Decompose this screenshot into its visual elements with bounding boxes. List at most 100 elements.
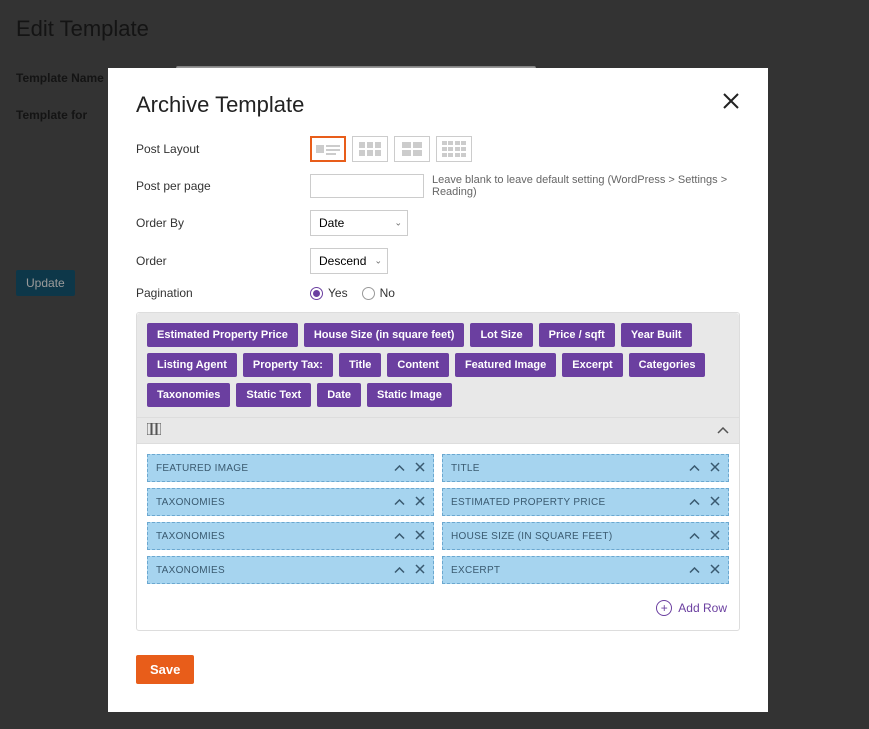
layout-builder: Estimated Property PriceHouse Size (in s… <box>136 312 740 631</box>
chevron-up-icon <box>394 499 405 506</box>
archive-template-modal: Archive Template Post Layout <box>108 68 768 712</box>
block-label: ESTIMATED PROPERTY PRICE <box>451 497 689 508</box>
post-per-page-hint: Leave blank to leave default setting (Wo… <box>432 174 740 198</box>
chevron-up-icon <box>394 465 405 472</box>
block-label: TAXONOMIES <box>156 497 394 508</box>
layout-block[interactable]: FEATURED IMAGE <box>147 454 434 482</box>
layout-block[interactable]: TAXONOMIES <box>147 556 434 584</box>
layout-block[interactable]: TITLE <box>442 454 729 482</box>
field-palette: Estimated Property PriceHouse Size (in s… <box>137 313 739 418</box>
close-icon <box>710 564 720 574</box>
row-header <box>137 418 739 444</box>
pagination-yes-label: Yes <box>328 286 348 300</box>
block-label: TAXONOMIES <box>156 565 394 576</box>
block-remove-button[interactable] <box>415 529 425 543</box>
block-label: EXCERPT <box>451 565 689 576</box>
layout-block[interactable]: TAXONOMIES <box>147 488 434 516</box>
chevron-up-icon <box>689 533 700 540</box>
block-collapse-button[interactable] <box>394 495 405 509</box>
chevron-up-icon <box>689 465 700 472</box>
field-tag[interactable]: Price / sqft <box>539 323 615 347</box>
field-tag[interactable]: Year Built <box>621 323 692 347</box>
order-select[interactable]: Descending <box>310 248 388 274</box>
field-tag[interactable]: House Size (in square feet) <box>304 323 465 347</box>
block-collapse-button[interactable] <box>689 495 700 509</box>
block-collapse-button[interactable] <box>689 461 700 475</box>
layout-column-2: TITLE ESTIMATED PROPERTY PRICE HOUSE SIZE … <box>442 454 729 590</box>
field-tag[interactable]: Content <box>387 353 449 377</box>
close-icon <box>710 462 720 472</box>
order-by-select[interactable]: Date <box>310 210 408 236</box>
block-remove-button[interactable] <box>710 461 720 475</box>
field-tag[interactable]: Title <box>339 353 381 377</box>
layout-block[interactable]: TAXONOMIES <box>147 522 434 550</box>
layout-block[interactable]: EXCERPT <box>442 556 729 584</box>
block-remove-button[interactable] <box>415 461 425 475</box>
field-tag[interactable]: Categories <box>629 353 706 377</box>
pagination-yes-radio[interactable]: Yes <box>310 286 348 300</box>
add-row-button[interactable]: + Add Row <box>137 590 739 616</box>
block-label: FEATURED IMAGE <box>156 463 394 474</box>
layout-option-single[interactable] <box>310 136 346 162</box>
chevron-up-icon <box>394 567 405 574</box>
close-icon <box>415 496 425 506</box>
columns-icon <box>147 423 161 438</box>
chevron-up-icon <box>689 499 700 506</box>
field-tag[interactable]: Estimated Property Price <box>147 323 298 347</box>
layout-single-icon <box>316 141 340 157</box>
close-icon <box>710 530 720 540</box>
block-remove-button[interactable] <box>710 563 720 577</box>
layout-option-grid2[interactable] <box>394 136 430 162</box>
layout-option-grid3[interactable] <box>352 136 388 162</box>
block-remove-button[interactable] <box>415 563 425 577</box>
block-collapse-button[interactable] <box>394 563 405 577</box>
layout-grid2-icon <box>400 141 424 157</box>
field-tag[interactable]: Excerpt <box>562 353 622 377</box>
field-tag[interactable]: Listing Agent <box>147 353 237 377</box>
layout-option-grid4[interactable] <box>436 136 472 162</box>
field-tag[interactable]: Static Text <box>236 383 311 407</box>
close-icon <box>415 530 425 540</box>
layout-grid3-icon <box>358 141 382 157</box>
post-per-page-input[interactable] <box>310 174 424 198</box>
close-icon <box>415 462 425 472</box>
block-remove-button[interactable] <box>710 495 720 509</box>
save-button[interactable]: Save <box>136 655 194 684</box>
field-tag[interactable]: Lot Size <box>470 323 532 347</box>
plus-icon: + <box>656 600 672 616</box>
field-tag[interactable]: Taxonomies <box>147 383 230 407</box>
chevron-up-icon <box>717 427 729 435</box>
block-label: HOUSE SIZE (IN SQUARE FEET) <box>451 531 689 542</box>
post-per-page-label: Post per page <box>136 179 310 193</box>
layout-grid4-icon <box>442 141 466 157</box>
block-collapse-button[interactable] <box>689 529 700 543</box>
block-label: TAXONOMIES <box>156 531 394 542</box>
close-button[interactable] <box>722 92 740 114</box>
pagination-label: Pagination <box>136 286 310 300</box>
close-icon <box>415 564 425 574</box>
layout-block[interactable]: HOUSE SIZE (IN SQUARE FEET) <box>442 522 729 550</box>
add-row-label: Add Row <box>678 601 727 615</box>
close-icon <box>722 92 740 110</box>
post-layout-label: Post Layout <box>136 142 310 156</box>
field-tag[interactable]: Static Image <box>367 383 452 407</box>
collapse-row-button[interactable] <box>717 424 729 438</box>
chevron-up-icon <box>394 533 405 540</box>
layout-block[interactable]: ESTIMATED PROPERTY PRICE <box>442 488 729 516</box>
block-remove-button[interactable] <box>710 529 720 543</box>
field-tag[interactable]: Date <box>317 383 361 407</box>
pagination-no-label: No <box>380 286 395 300</box>
order-by-label: Order By <box>136 216 310 230</box>
layout-options <box>310 136 472 162</box>
block-collapse-button[interactable] <box>394 461 405 475</box>
block-label: TITLE <box>451 463 689 474</box>
block-collapse-button[interactable] <box>689 563 700 577</box>
block-remove-button[interactable] <box>415 495 425 509</box>
modal-title: Archive Template <box>136 92 304 118</box>
pagination-no-radio[interactable]: No <box>362 286 395 300</box>
block-collapse-button[interactable] <box>394 529 405 543</box>
field-tag[interactable]: Property Tax: <box>243 353 333 377</box>
chevron-up-icon <box>689 567 700 574</box>
field-tag[interactable]: Featured Image <box>455 353 556 377</box>
close-icon <box>710 496 720 506</box>
